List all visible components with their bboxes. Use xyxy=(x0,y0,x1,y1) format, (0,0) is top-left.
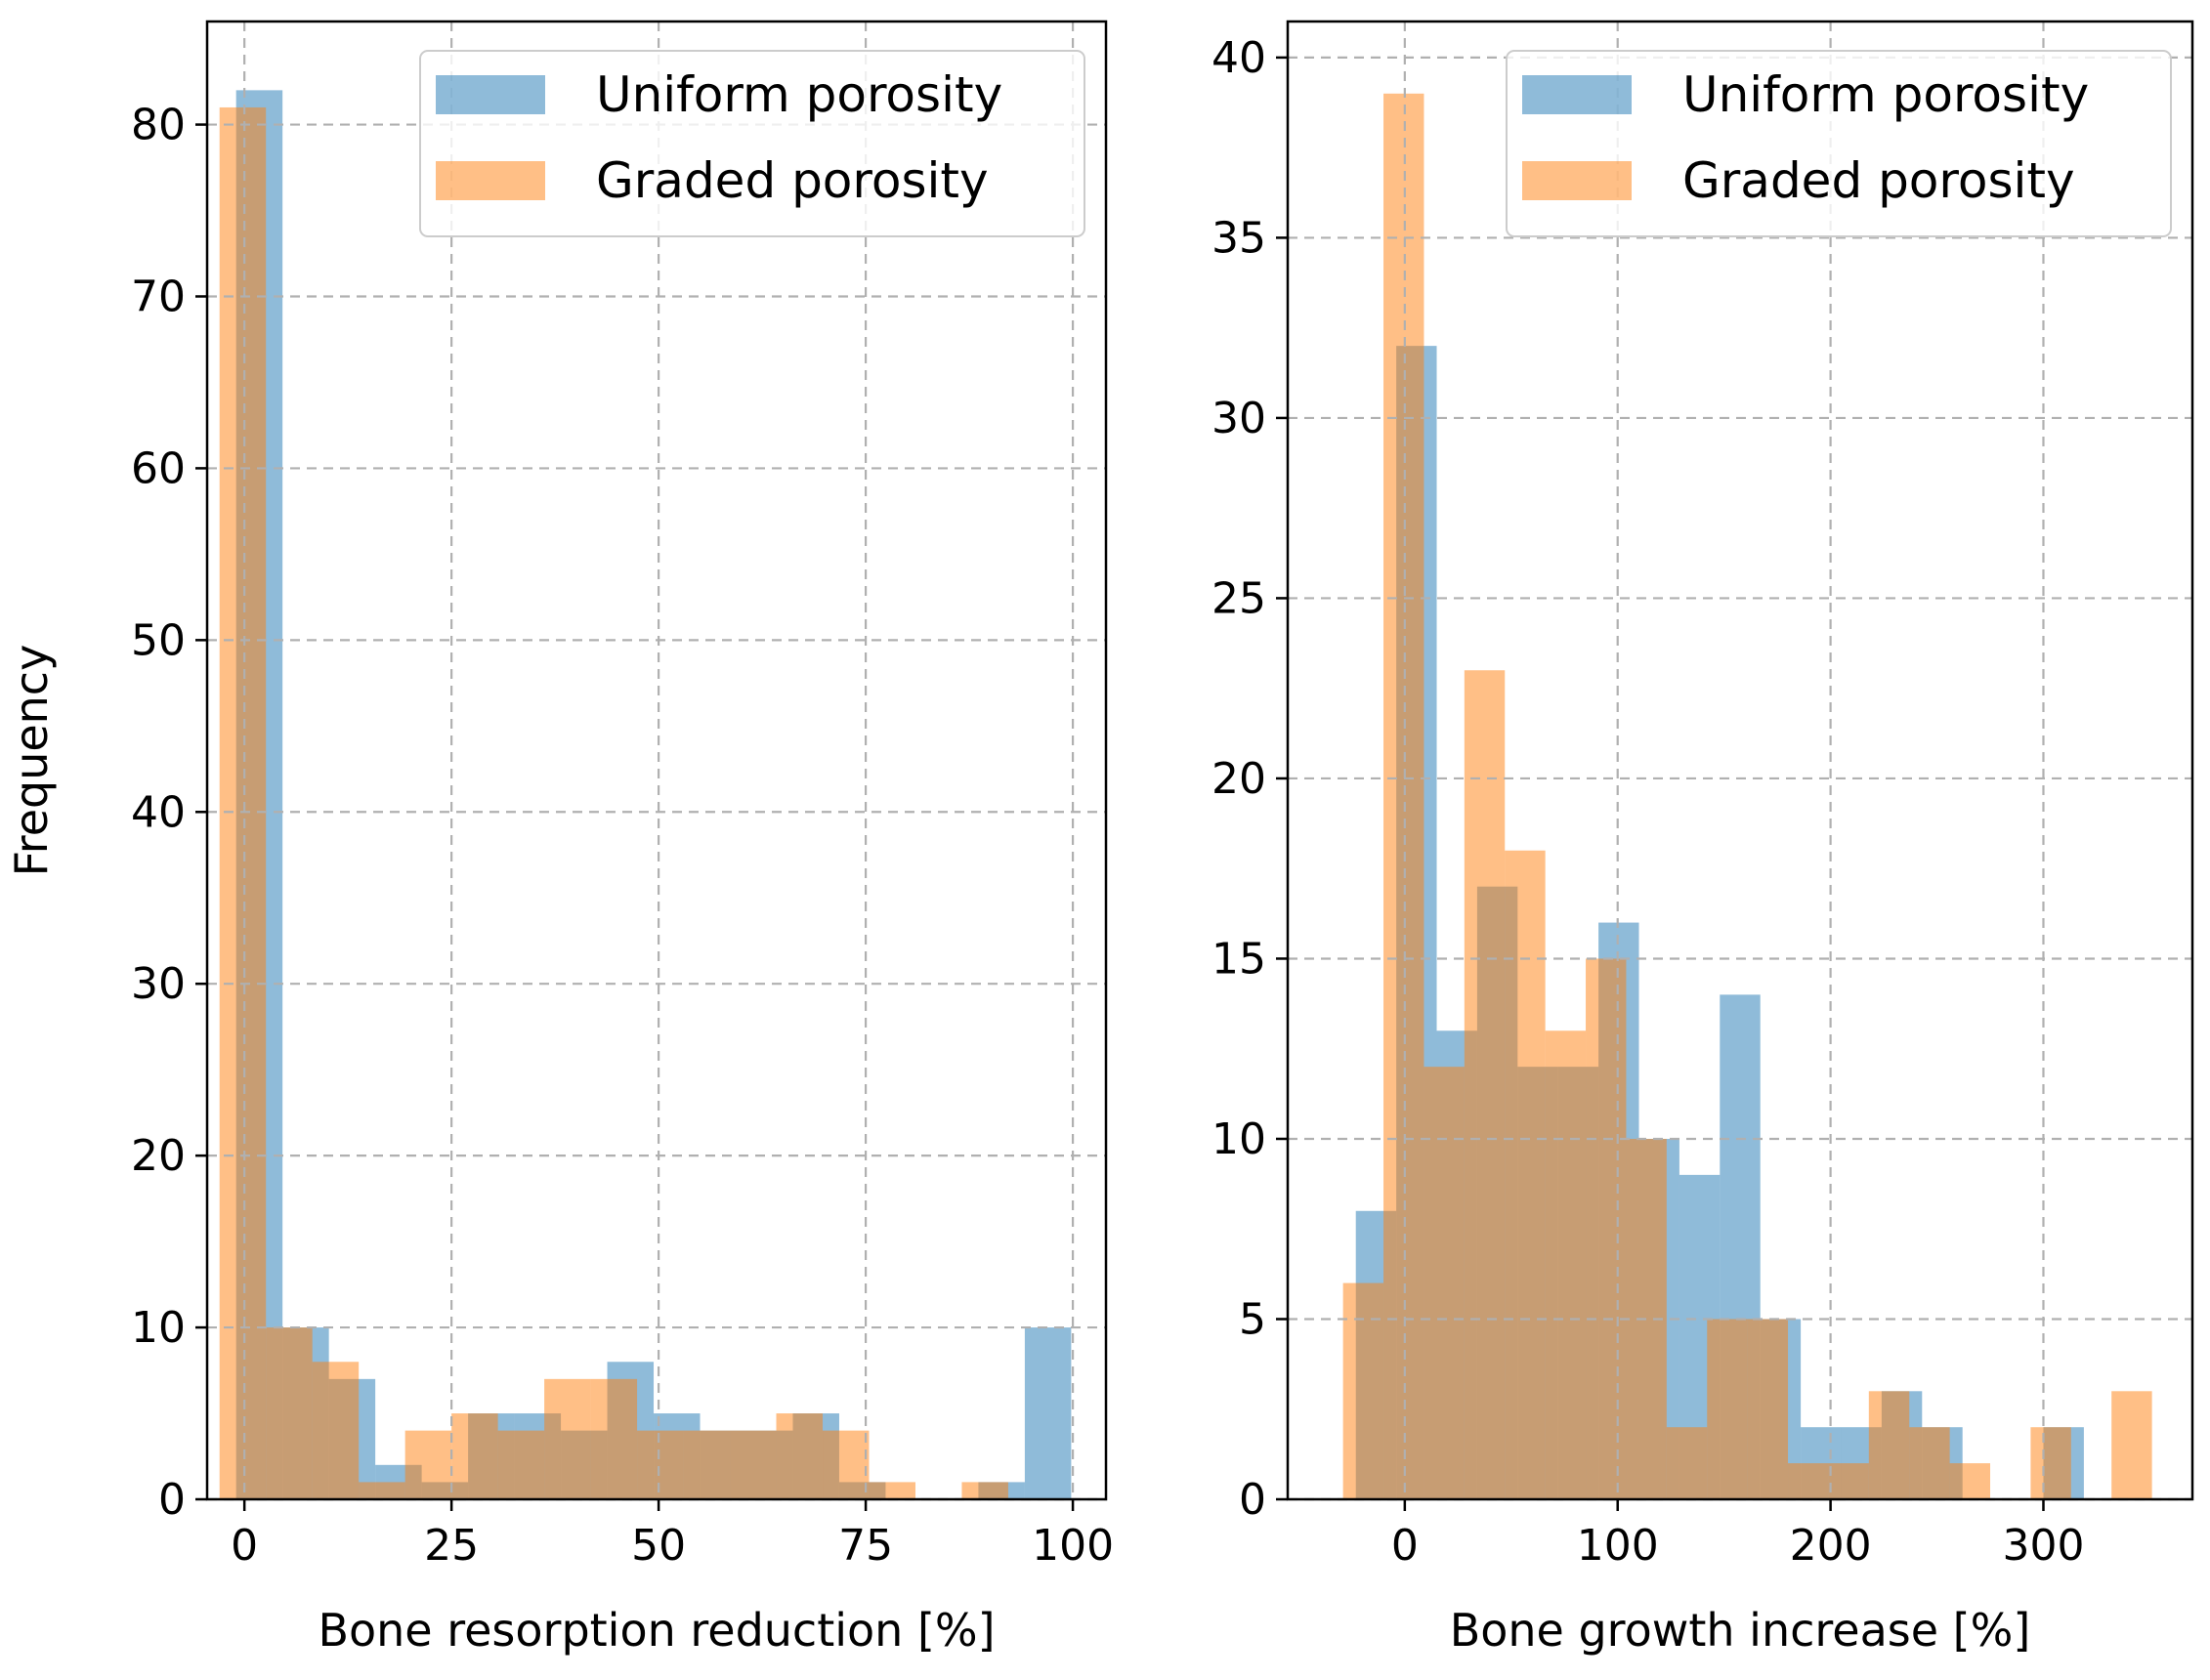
resorption-bar xyxy=(590,1378,638,1499)
resorption-bar xyxy=(823,1430,870,1499)
growth-legend-label-graded: Graded porosity xyxy=(1682,152,2075,209)
resorption-y-tick-label: 0 xyxy=(158,1475,186,1525)
resorption-y-tick-label: 20 xyxy=(131,1131,186,1181)
growth-legend-label-uniform: Uniform porosity xyxy=(1682,66,2089,123)
growth-bar xyxy=(1586,958,1627,1499)
growth-bar xyxy=(1424,1067,1465,1499)
growth-bar xyxy=(2030,1427,2071,1499)
resorption-bar xyxy=(497,1430,545,1499)
growth-x-tick-label: 100 xyxy=(1577,1521,1659,1571)
growth-y-tick-label: 15 xyxy=(1211,934,1266,984)
resorption-y-tick-label: 10 xyxy=(131,1303,186,1353)
resorption-x-tick-label: 0 xyxy=(231,1521,258,1571)
resorption-legend: Uniform porosity Graded porosity xyxy=(419,50,1085,237)
growth-bar xyxy=(1949,1463,1991,1499)
growth-axes-frame xyxy=(1286,20,2194,1501)
resorption-y-axis-label: Frequency xyxy=(5,645,58,877)
resorption-axes-frame xyxy=(205,20,1108,1501)
growth-bar xyxy=(1868,1391,1910,1499)
resorption-y-tick-label: 70 xyxy=(131,272,186,321)
resorption-bar xyxy=(683,1430,731,1499)
growth-y-tick-label: 30 xyxy=(1211,394,1266,443)
resorption-bar xyxy=(266,1327,313,1499)
growth-bar xyxy=(1747,1319,1789,1499)
growth-legend-swatch-graded xyxy=(1522,161,1632,200)
growth-bar xyxy=(1788,1463,1829,1499)
resorption-y-tick-label: 60 xyxy=(131,443,186,493)
resorption-y-tick-label: 30 xyxy=(131,959,186,1009)
resorption-bar xyxy=(961,1482,1008,1499)
growth-y-tick-label: 10 xyxy=(1211,1114,1266,1164)
resorption-bar xyxy=(776,1413,824,1499)
resorption-x-tick-label: 100 xyxy=(1032,1521,1114,1571)
growth-y-tick-label: 35 xyxy=(1211,213,1266,263)
resorption-legend-label-graded: Graded porosity xyxy=(596,152,989,209)
resorption-bar xyxy=(219,106,267,1500)
growth-y-tick-label: 0 xyxy=(1239,1475,1266,1525)
resorption-x-axis-label: Bone resorption reduction [%] xyxy=(318,1604,995,1657)
resorption-y-tick-label: 50 xyxy=(131,615,186,665)
growth-x-tick-label: 300 xyxy=(2002,1521,2084,1571)
growth-bar xyxy=(1707,1319,1748,1499)
resorption-legend-swatch-uniform xyxy=(436,75,545,114)
resorption-bar xyxy=(869,1482,915,1499)
resorption-y-tick-label: 40 xyxy=(131,787,186,837)
resorption-histogram-panel: 0 25 50 75 100 0 10 20 30 40 50 60 70 80 Bone resorpti… xyxy=(5,20,1114,1657)
growth-bar xyxy=(1545,1030,1587,1499)
growth-x-tick-label: 200 xyxy=(1790,1521,1872,1571)
resorption-bar xyxy=(730,1430,777,1499)
growth-legend: Uniform porosity Graded porosity xyxy=(1506,50,2172,237)
growth-bar xyxy=(1505,850,1546,1499)
resorption-x-tick-label: 50 xyxy=(631,1521,686,1571)
growth-legend-swatch-uniform xyxy=(1522,75,1632,114)
growth-legend-box xyxy=(1506,50,2172,237)
resorption-x-tick-label: 25 xyxy=(424,1521,479,1571)
growth-y-tick-label: 5 xyxy=(1239,1294,1266,1344)
growth-y-tick-label: 20 xyxy=(1211,754,1266,804)
growth-y-tick-label: 40 xyxy=(1211,33,1266,83)
resorption-bar xyxy=(359,1482,405,1499)
resorption-legend-label-uniform: Uniform porosity xyxy=(596,66,1002,123)
growth-x-tick-label: 0 xyxy=(1391,1521,1419,1571)
resorption-grid xyxy=(207,21,1106,1501)
resorption-bar xyxy=(637,1430,684,1499)
growth-histogram-panel: 0 100 200 300 0 5 10 15 20 25 30 35 40 Bone growth in… xyxy=(1211,20,2194,1657)
growth-bar xyxy=(1666,1427,1708,1499)
growth-x-axis-label: Bone growth increase [%] xyxy=(1450,1604,2031,1657)
resorption-bar xyxy=(312,1362,360,1499)
growth-y-tick-label: 25 xyxy=(1211,573,1266,623)
resorption-bar xyxy=(544,1378,591,1499)
resorption-series-uniform xyxy=(235,90,1072,1500)
growth-bar xyxy=(1909,1427,1950,1499)
resorption-bar xyxy=(451,1413,498,1499)
growth-bar xyxy=(1828,1463,1869,1499)
growth-bar xyxy=(1464,670,1506,1499)
resorption-bar xyxy=(404,1430,452,1499)
resorption-bar xyxy=(1024,1327,1072,1499)
growth-bar xyxy=(1342,1282,1384,1499)
resorption-legend-swatch-graded xyxy=(436,161,545,200)
resorption-series-graded xyxy=(219,106,1008,1500)
growth-bar xyxy=(2111,1391,2152,1499)
resorption-y-tick-label: 80 xyxy=(131,101,186,150)
resorption-legend-box xyxy=(419,50,1085,237)
resorption-x-tick-label: 75 xyxy=(838,1521,893,1571)
